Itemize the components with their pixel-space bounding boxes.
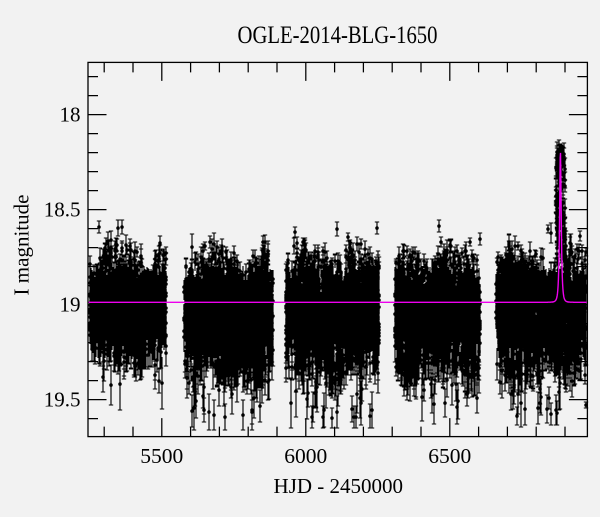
svg-text:6500: 6500: [428, 444, 471, 468]
svg-text:19.5: 19.5: [44, 388, 81, 412]
svg-text:18.5: 18.5: [44, 198, 81, 222]
svg-text:5500: 5500: [140, 444, 183, 468]
svg-text:HJD - 2450000: HJD - 2450000: [274, 474, 404, 498]
svg-text:6000: 6000: [284, 444, 327, 468]
svg-text:OGLE-2014-BLG-1650: OGLE-2014-BLG-1650: [238, 22, 438, 49]
svg-text:I magnitude: I magnitude: [10, 195, 34, 296]
svg-text:18: 18: [60, 103, 81, 127]
svg-text:19: 19: [60, 293, 81, 317]
